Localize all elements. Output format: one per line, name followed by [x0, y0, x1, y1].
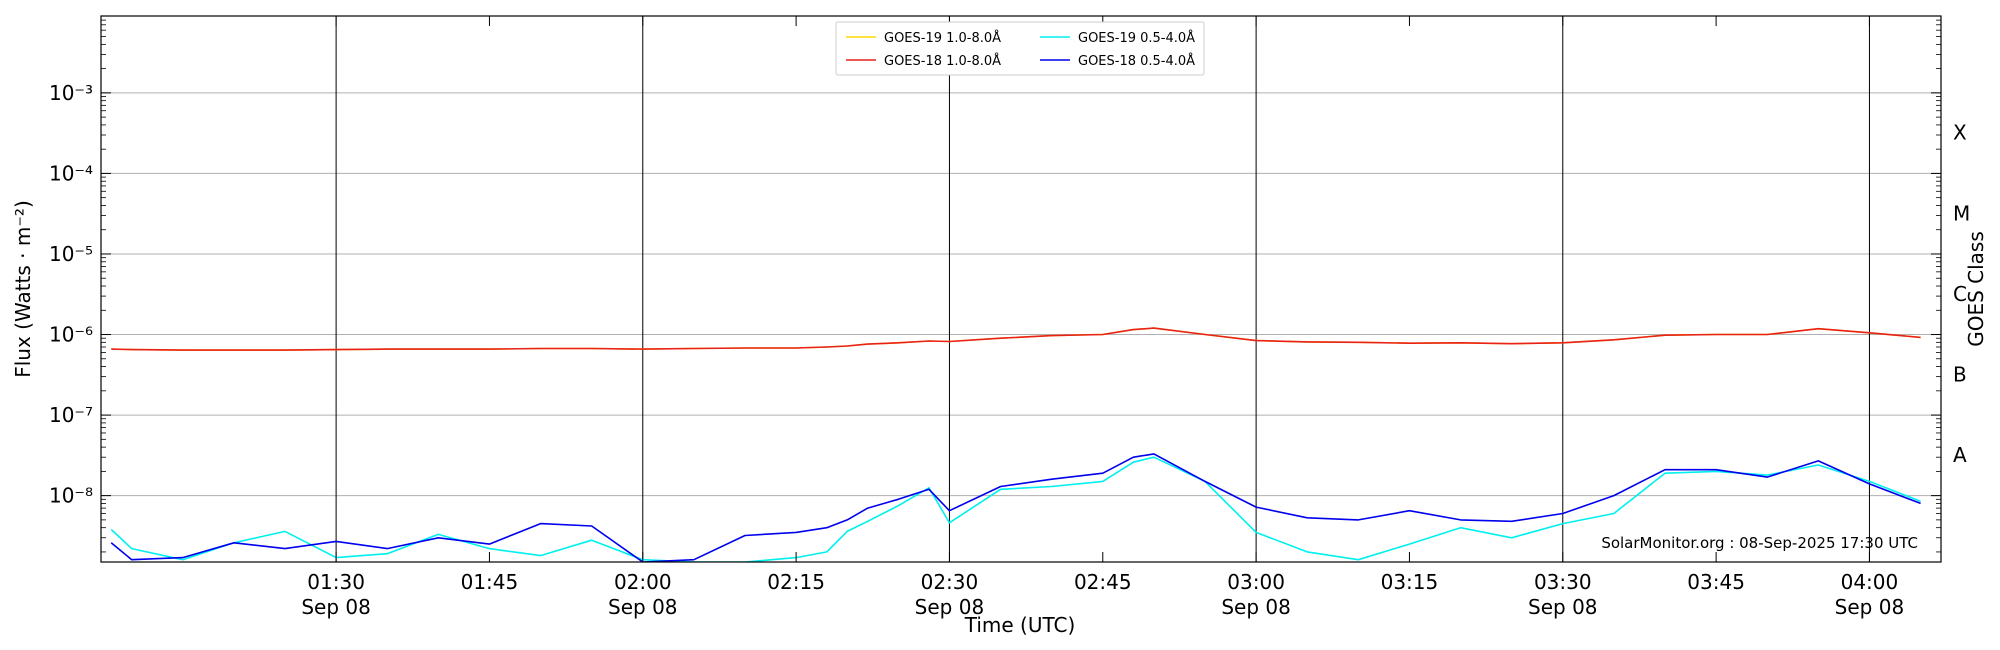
x-tick-label: 02:00	[614, 570, 672, 594]
y-tick-label: 10⁻⁸	[49, 484, 93, 508]
legend-label: GOES-18 1.0-8.0Å	[884, 53, 1001, 69]
x-tick-label: 02:30	[921, 570, 979, 594]
series-line-2	[111, 327, 1921, 351]
legend: GOES-19 1.0-8.0Å GOES-18 1.0-8.0Å GOES-19 …	[835, 21, 1205, 76]
goes-class-labels: A B C M X	[1953, 121, 1970, 467]
y-tick-label: 10⁻⁷	[49, 403, 93, 427]
x-tick-label: 02:45	[1074, 570, 1132, 594]
x-tick-label: 02:15	[767, 570, 825, 594]
goes-class-label: M	[1953, 201, 1970, 225]
series-line-4	[110, 453, 1921, 562]
x-tick-date-label: Sep 08	[301, 595, 371, 619]
goes-class-label: X	[1953, 121, 1967, 145]
goes-class-label: C	[1953, 282, 1967, 306]
legend-label: GOES-18 0.5-4.0Å	[1078, 53, 1195, 69]
y-tick-label: 10⁻⁴	[49, 161, 93, 185]
x-tick-label: 04:00	[1841, 570, 1899, 594]
date-vertical-lines	[335, 16, 1870, 562]
legend-box	[835, 21, 1205, 76]
x-tick-label: 03:00	[1227, 570, 1285, 594]
x-axis-title: Time (UTC)	[964, 613, 1076, 637]
legend-label: GOES-19 0.5-4.0Å	[1078, 30, 1195, 46]
legend-label: GOES-19 1.0-8.0Å	[884, 30, 1001, 46]
x-tick-date-label: Sep 08	[915, 595, 985, 619]
y-axis-ticks: 10⁻⁸ 10⁻⁷ 10⁻⁶ 10⁻⁵ 10⁻⁴ 10⁻³	[49, 19, 1941, 553]
x-tick-label: 03:15	[1381, 570, 1439, 594]
goes-class-axis-title: GOES Class	[1964, 231, 1988, 347]
horizontal-grid	[101, 92, 1941, 497]
x-tick-label: 03:45	[1687, 570, 1745, 594]
y-axis-title: Flux (Watts · m⁻²)	[11, 200, 35, 378]
y-tick-label: 10⁻⁵	[49, 242, 93, 266]
x-tick-date-label: Sep 08	[1528, 595, 1598, 619]
x-tick-label: 03:30	[1534, 570, 1592, 594]
x-tick-date-label: Sep 08	[1221, 595, 1291, 619]
plot-frame	[100, 15, 1942, 563]
goes-class-label: B	[1953, 362, 1967, 386]
x-tick-date-label: Sep 08	[1835, 595, 1905, 619]
plot-background	[101, 16, 1941, 562]
series-lines	[110, 327, 1921, 562]
x-tick-label: 01:30	[307, 570, 365, 594]
x-tick-date-label: Sep 08	[608, 595, 678, 619]
x-tick-label: 01:45	[461, 570, 519, 594]
y-tick-label: 10⁻⁶	[49, 323, 93, 347]
watermark-credit: SolarMonitor.org : 08-Sep-2025 17:30 UTC	[1601, 534, 1918, 552]
goes-class-label: A	[1953, 443, 1967, 467]
y-tick-label: 10⁻³	[49, 81, 93, 105]
